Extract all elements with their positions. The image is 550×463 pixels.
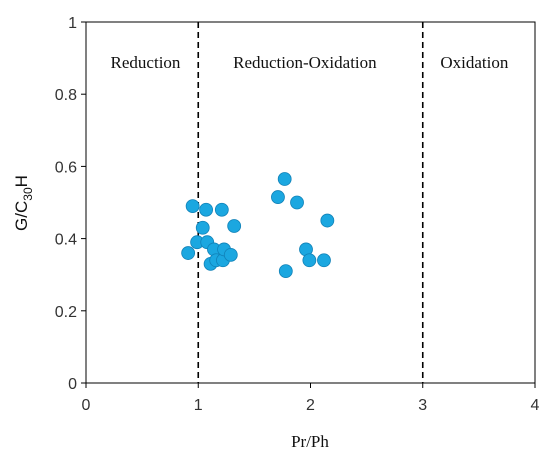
- x-tick-label: 4: [531, 397, 540, 414]
- x-axis-title: Pr/Ph: [291, 432, 329, 451]
- y-axis-title: G/C30H: [12, 175, 35, 231]
- plot-area: [85, 21, 536, 384]
- data-point: [199, 202, 214, 217]
- data-point: [223, 247, 238, 262]
- region-labels: Reduction Reduction-Oxidation Oxidation: [111, 53, 509, 72]
- data-points: [181, 172, 335, 278]
- data-point: [317, 253, 331, 268]
- y-tick-label: 0.6: [55, 159, 77, 176]
- data-point: [320, 213, 335, 228]
- x-axis: 0 1 2 3 4: [82, 383, 540, 414]
- region-label: Oxidation: [440, 53, 508, 72]
- x-tick-label: 2: [306, 397, 315, 414]
- y-tick-label: 1: [68, 15, 77, 32]
- data-point: [181, 246, 196, 260]
- y-tick-label: 0.2: [55, 304, 77, 321]
- data-point: [290, 195, 304, 210]
- data-point: [195, 220, 210, 235]
- x-tick-label: 1: [194, 397, 203, 414]
- data-point: [271, 190, 285, 204]
- data-point: [277, 172, 292, 186]
- y-axis: 0 0.2 0.4 0.6 0.8 1: [55, 15, 86, 393]
- region-label: Reduction-Oxidation: [233, 53, 377, 72]
- x-tick-label: 3: [418, 397, 427, 414]
- data-point: [214, 202, 229, 217]
- y-tick-label: 0: [68, 376, 77, 393]
- data-point: [278, 264, 293, 278]
- region-label: Reduction: [111, 53, 181, 72]
- y-tick-label: 0.8: [55, 87, 77, 104]
- data-point: [185, 199, 200, 214]
- boundary-lines: [197, 22, 424, 383]
- data-point: [302, 253, 317, 268]
- y-tick-label: 0.4: [55, 232, 77, 249]
- data-point: [227, 219, 242, 233]
- x-tick-label: 0: [82, 397, 91, 414]
